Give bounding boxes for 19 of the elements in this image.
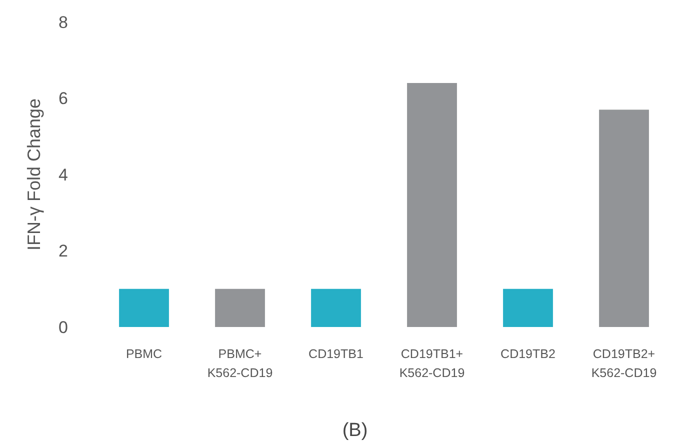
bar	[407, 83, 457, 327]
y-tick-label: 0	[58, 318, 68, 337]
bar	[215, 288, 265, 327]
text: (B)	[342, 420, 368, 441]
bar	[599, 110, 649, 327]
y-tick-label: 2	[58, 242, 68, 261]
y-axis-title: IFN-γ Fold Change	[24, 98, 44, 251]
y-tick-label: 8	[58, 12, 68, 32]
bar	[119, 288, 169, 327]
x-tick-label: PBMC	[126, 347, 162, 361]
x-tick-label: CD19TB2+ K562-CD19	[591, 347, 657, 380]
x-tick-label: CD19TB2	[500, 347, 556, 361]
bar	[503, 288, 553, 327]
x-tick-label: CD19TB1+ K562-CD19	[399, 347, 465, 380]
bar	[311, 288, 361, 327]
x-tick-label: PBMC+ K562-CD19	[207, 347, 273, 380]
y-tick-label: 6	[58, 89, 68, 108]
y-tick-label: 4	[58, 165, 68, 184]
x-tick-label: CD19TB1	[308, 347, 364, 361]
